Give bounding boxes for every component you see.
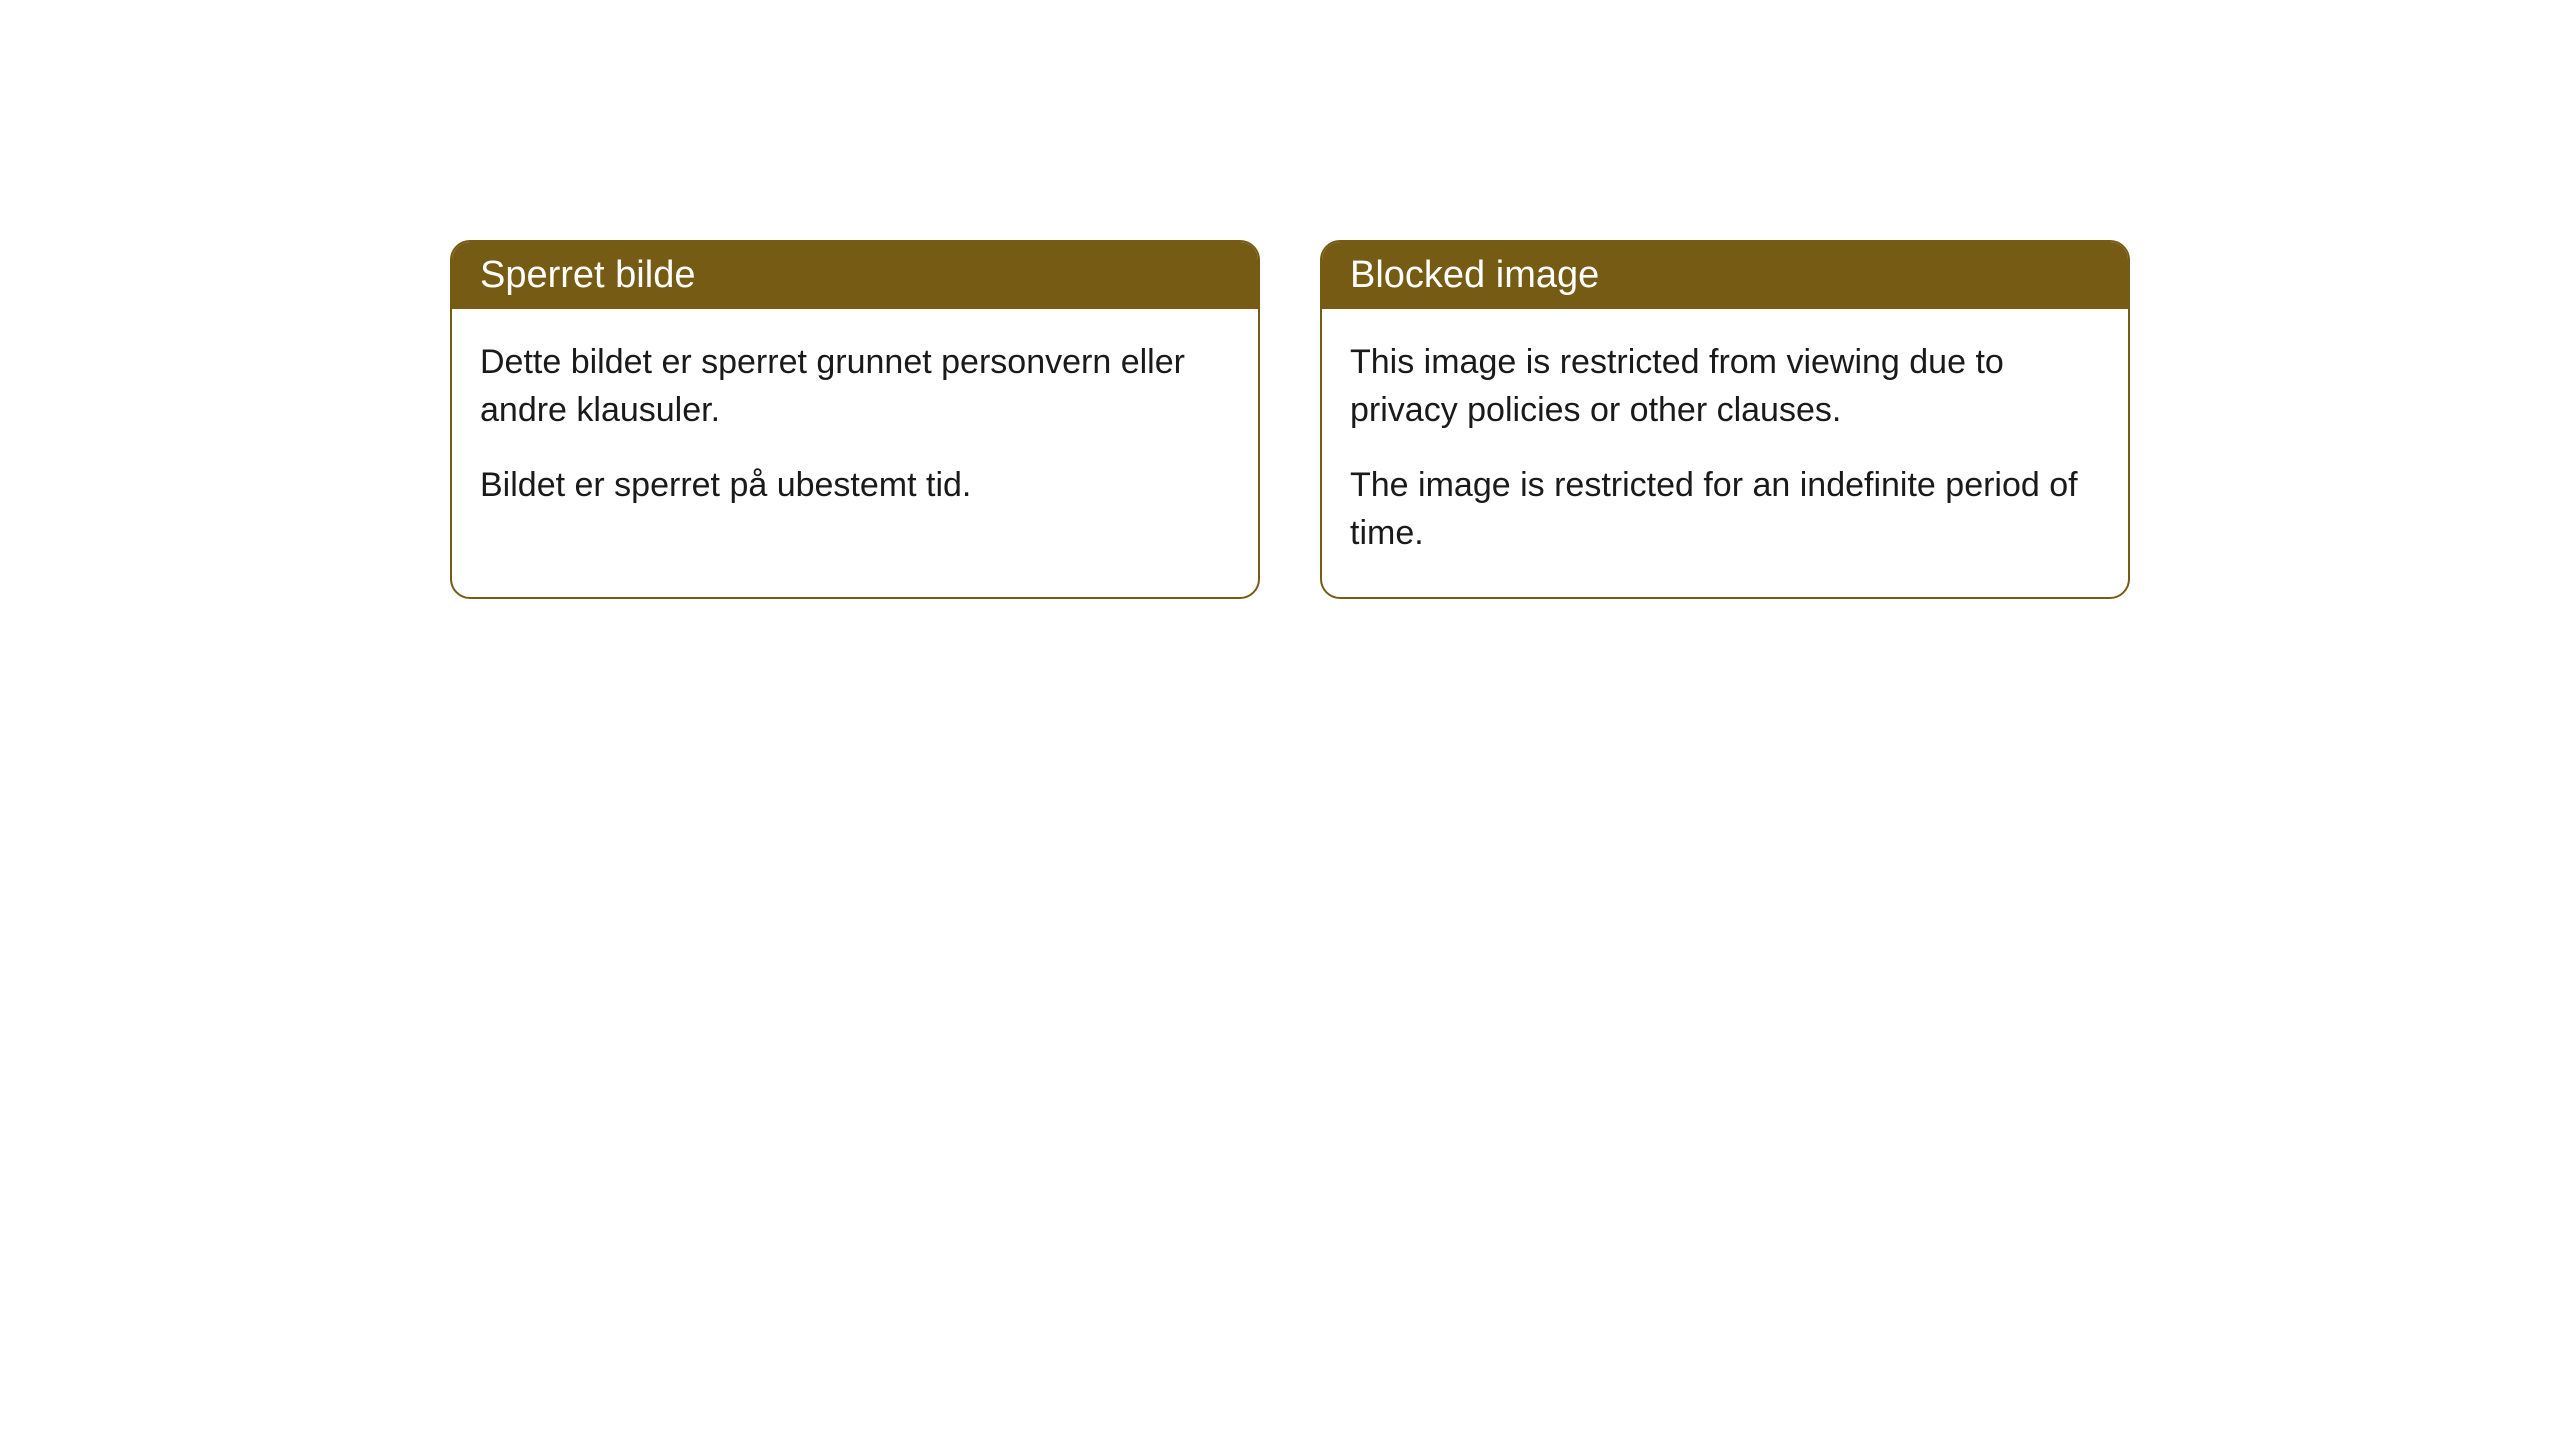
card-container: Sperret bilde Dette bildet er sperret gr… (0, 0, 2560, 599)
card-title: Sperret bilde (480, 254, 695, 296)
blocked-image-card-norwegian: Sperret bilde Dette bildet er sperret gr… (450, 240, 1260, 599)
card-paragraph-2: The image is restricted for an indefinit… (1350, 462, 2100, 557)
card-paragraph-1: Dette bildet er sperret grunnet personve… (480, 339, 1230, 434)
card-title: Blocked image (1350, 254, 1599, 296)
card-header-norwegian: Sperret bilde (452, 242, 1258, 309)
card-body-english: This image is restricted from viewing du… (1322, 309, 2128, 597)
card-header-english: Blocked image (1322, 242, 2128, 309)
blocked-image-card-english: Blocked image This image is restricted f… (1320, 240, 2130, 599)
card-body-norwegian: Dette bildet er sperret grunnet personve… (452, 309, 1258, 550)
card-paragraph-2: Bildet er sperret på ubestemt tid. (480, 462, 1230, 510)
card-paragraph-1: This image is restricted from viewing du… (1350, 339, 2100, 434)
